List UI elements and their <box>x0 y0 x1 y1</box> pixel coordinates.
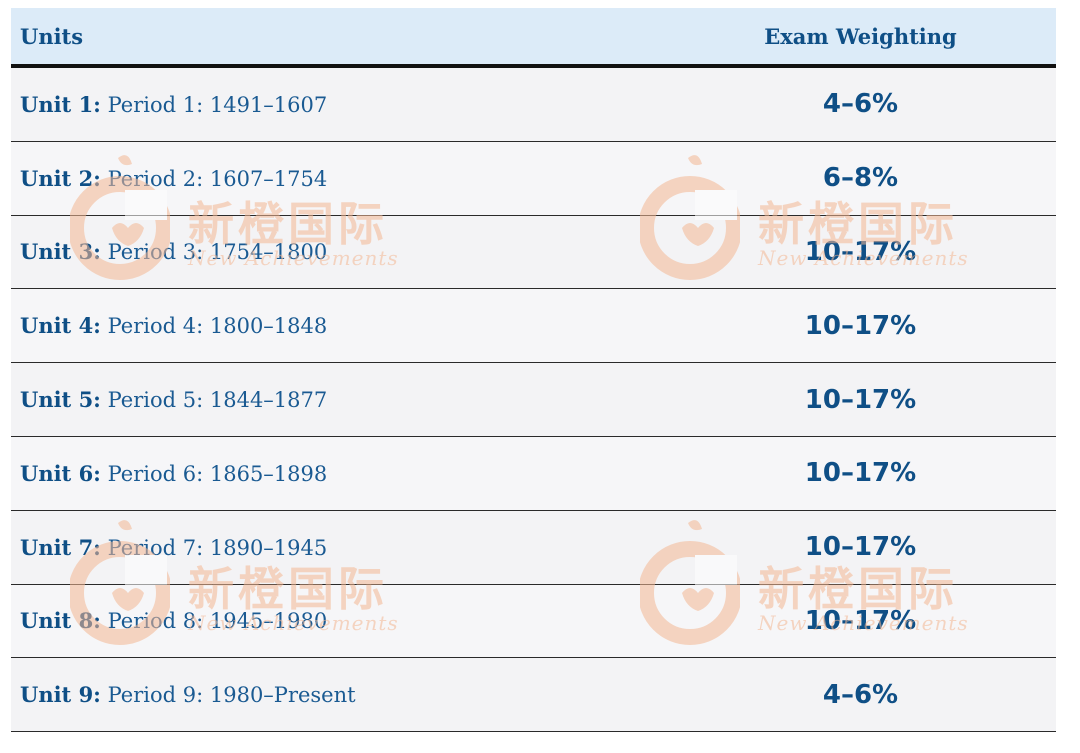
header-exam-weighting: Exam Weighting <box>764 23 957 49</box>
table-row: Unit 2: Period 2: 1607–1754 6–8% <box>11 141 1056 216</box>
unit-cell: Unit 6: Period 6: 1865–1898 <box>11 461 720 486</box>
period-label: Period 6: 1865–1898 <box>107 461 328 486</box>
period-label: Period 8: 1945–1980 <box>107 609 328 634</box>
table-row: Unit 4: Period 4: 1800–1848 10–17% <box>11 289 1056 364</box>
period-label: Period 7: 1890–1945 <box>107 535 328 560</box>
unit-label: Unit 5: <box>20 387 101 413</box>
unit-cell: Unit 8: Period 8: 1945–1980 <box>11 608 720 633</box>
period-label: Period 4: 1800–1848 <box>107 314 328 339</box>
table-row: Unit 8: Period 8: 1945–1980 10–17% <box>11 584 1056 659</box>
weight-cell: 10–17% <box>804 310 917 341</box>
weight-cell: 10–17% <box>804 532 917 563</box>
table-row: Unit 9: Period 9: 1980–Present 4–6% <box>11 658 1056 733</box>
unit-label: Unit 4: <box>20 313 101 339</box>
unit-label: Unit 3: <box>20 239 101 265</box>
weight-cell: 10–17% <box>804 605 917 636</box>
unit-cell: Unit 3: Period 3: 1754–1800 <box>11 239 720 264</box>
table-row: Unit 7: Period 7: 1890–1945 10–17% <box>11 510 1056 585</box>
weight-cell: 4–6% <box>822 679 899 710</box>
unit-cell: Unit 4: Period 4: 1800–1848 <box>11 313 720 338</box>
weight-cell: 10–17% <box>804 458 917 489</box>
period-label: Period 2: 1607–1754 <box>107 166 328 191</box>
unit-cell: Unit 7: Period 7: 1890–1945 <box>11 535 720 560</box>
unit-cell: Unit 5: Period 5: 1844–1877 <box>11 387 720 412</box>
weight-cell: 4–6% <box>822 89 899 120</box>
unit-label: Unit 2: <box>20 165 101 191</box>
table-body: Unit 1: Period 1: 1491–1607 4–6% Unit 2:… <box>11 68 1056 733</box>
period-label: Period 3: 1754–1800 <box>107 240 328 265</box>
table-row: Unit 3: Period 3: 1754–1800 10–17% <box>11 215 1056 290</box>
weight-cell: 10–17% <box>804 236 917 267</box>
unit-label: Unit 7: <box>20 534 101 560</box>
table-row: Unit 6: Period 6: 1865–1898 10–17% <box>11 436 1056 511</box>
unit-label: Unit 1: <box>20 91 101 117</box>
unit-cell: Unit 9: Period 9: 1980–Present <box>11 682 720 707</box>
unit-cell: Unit 1: Period 1: 1491–1607 <box>11 92 720 117</box>
unit-label: Unit 9: <box>20 682 101 708</box>
exam-weighting-table: Units Exam Weighting Unit 1: Period 1: 1… <box>11 8 1056 733</box>
table-row: Unit 1: Period 1: 1491–1607 4–6% <box>11 68 1056 142</box>
unit-cell: Unit 2: Period 2: 1607–1754 <box>11 166 720 191</box>
unit-label: Unit 6: <box>20 460 101 486</box>
period-label: Period 5: 1844–1877 <box>107 388 328 413</box>
header-units: Units <box>20 23 84 49</box>
period-label: Period 9: 1980–Present <box>107 683 356 708</box>
period-label: Period 1: 1491–1607 <box>107 92 328 117</box>
unit-label: Unit 8: <box>20 608 101 634</box>
weight-cell: 10–17% <box>804 384 917 415</box>
table-header: Units Exam Weighting <box>11 8 1056 68</box>
weight-cell: 6–8% <box>822 163 899 194</box>
table-row: Unit 5: Period 5: 1844–1877 10–17% <box>11 363 1056 437</box>
